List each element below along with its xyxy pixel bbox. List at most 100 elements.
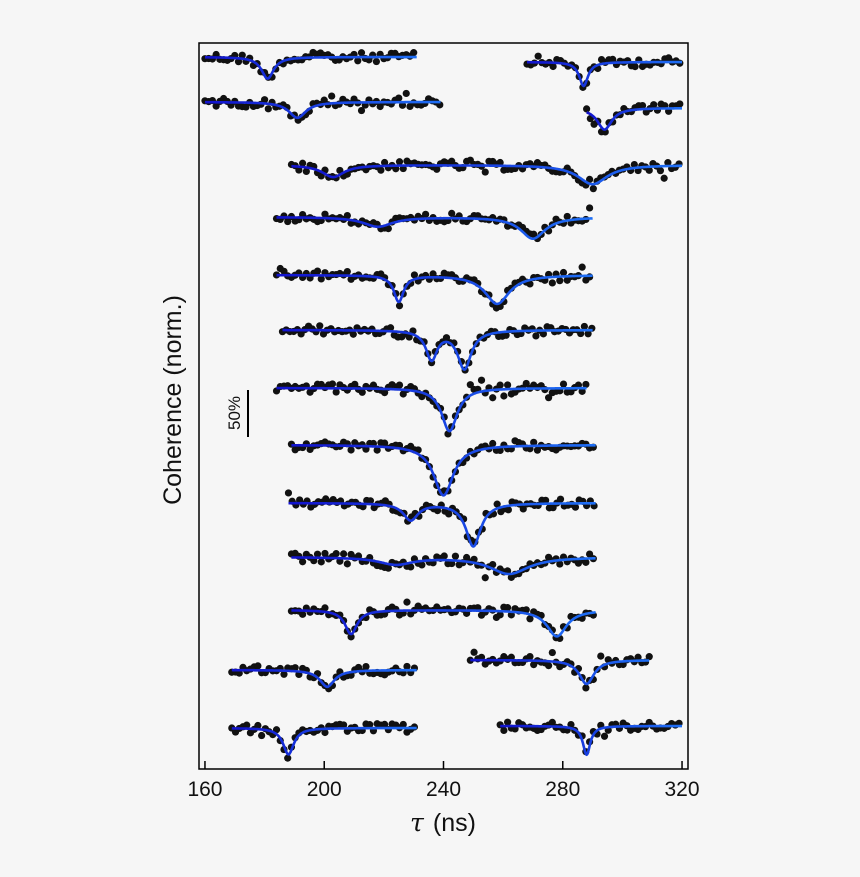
trace	[287, 156, 683, 193]
fit-curve	[281, 328, 594, 371]
data-point	[386, 324, 395, 332]
trace	[287, 549, 597, 582]
data-point	[238, 51, 246, 59]
data-point	[384, 564, 392, 572]
data-point	[676, 100, 684, 108]
data-point	[504, 381, 512, 389]
trace	[228, 662, 419, 693]
data-point	[660, 174, 668, 182]
trace	[583, 100, 684, 136]
data-point	[403, 662, 411, 671]
data-point	[451, 552, 460, 560]
data-point	[481, 168, 489, 176]
data-point	[284, 754, 292, 762]
data-point	[313, 267, 322, 275]
data-point	[381, 158, 389, 167]
data-point	[530, 438, 538, 446]
data-point	[559, 380, 568, 388]
fit-curve	[526, 60, 683, 88]
fit-curve	[276, 386, 588, 433]
data-point	[477, 376, 486, 384]
data-point	[340, 550, 348, 558]
data-point	[631, 63, 639, 71]
data-point	[299, 558, 307, 566]
data-point	[343, 211, 351, 220]
data-point	[522, 379, 530, 388]
data-point	[559, 268, 568, 277]
data-point	[284, 217, 292, 226]
data-point	[589, 185, 597, 193]
data-point	[284, 489, 293, 497]
data-point	[448, 559, 456, 568]
trace	[287, 437, 597, 497]
data-point	[440, 552, 448, 560]
data-point	[403, 598, 411, 606]
data-point	[577, 329, 585, 338]
data-point	[433, 506, 442, 515]
data-point	[645, 653, 653, 661]
data-point	[410, 271, 419, 279]
data-point	[384, 224, 392, 233]
traces-layer	[201, 48, 684, 762]
data-point	[567, 721, 575, 729]
data-point	[418, 561, 426, 569]
trace	[272, 376, 590, 438]
fit-curve	[204, 55, 418, 80]
data-point	[321, 549, 329, 558]
data-point	[638, 101, 647, 110]
trace	[466, 648, 653, 692]
data-point	[243, 721, 251, 729]
data-point	[542, 496, 550, 504]
data-point	[563, 212, 571, 221]
data-point	[317, 275, 325, 283]
data-point	[545, 394, 553, 402]
trace	[201, 48, 418, 81]
data-point	[373, 446, 381, 454]
data-point	[395, 158, 404, 166]
data-point	[398, 101, 407, 109]
data-point	[496, 158, 504, 167]
data-point	[433, 165, 441, 173]
data-point	[571, 503, 580, 511]
data-point	[578, 263, 586, 271]
data-point	[349, 330, 357, 338]
data-point	[299, 610, 307, 618]
data-point	[489, 439, 497, 448]
data-point	[321, 604, 329, 612]
data-point	[402, 89, 410, 98]
trace	[284, 489, 598, 548]
data-point	[328, 92, 336, 100]
data-point	[332, 388, 340, 396]
data-point	[429, 270, 437, 278]
fit-curve	[287, 501, 597, 548]
data-point	[582, 380, 590, 389]
data-point	[395, 381, 404, 389]
trace	[272, 263, 594, 312]
data-point	[580, 322, 588, 331]
fit-curve	[469, 658, 650, 686]
data-point	[578, 387, 586, 395]
data-point	[264, 105, 272, 113]
x-tick-label: 160	[187, 778, 222, 801]
data-point	[656, 167, 665, 175]
x-tick-label: 200	[307, 778, 342, 801]
data-point	[340, 721, 348, 729]
data-point	[357, 106, 366, 115]
x-ticks: 160 200 240 280 320	[187, 761, 700, 801]
data-point	[347, 633, 355, 641]
data-point	[582, 558, 590, 566]
trace	[496, 718, 683, 757]
x-tick-label: 240	[426, 778, 461, 801]
data-point	[583, 105, 591, 113]
trace	[272, 204, 594, 243]
data-point	[489, 560, 497, 569]
data-point	[395, 94, 403, 102]
data-point	[645, 166, 653, 174]
fit-curve	[499, 724, 683, 757]
data-point	[302, 167, 310, 176]
x-axis-unit: (ns)	[433, 809, 476, 837]
data-point	[519, 505, 527, 513]
data-point	[442, 334, 451, 342]
data-point	[556, 277, 564, 285]
data-point	[534, 52, 542, 60]
